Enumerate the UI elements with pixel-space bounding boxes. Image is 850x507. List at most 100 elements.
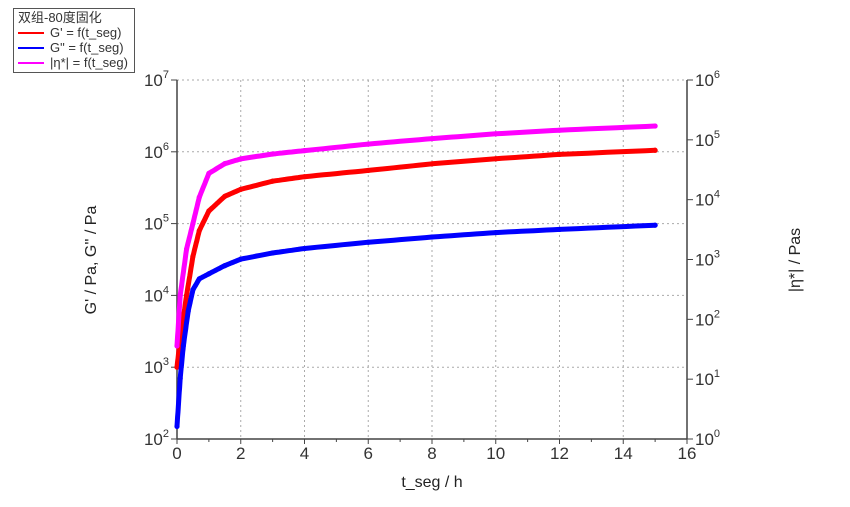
data-point <box>652 147 658 153</box>
data-point <box>222 161 228 167</box>
y-tick-label: 106 <box>144 141 169 162</box>
x-tick-label: 8 <box>427 444 436 463</box>
data-point <box>196 194 202 200</box>
data-point <box>556 226 563 233</box>
legend-item-g-double-prime: G" = f(t_seg) <box>18 40 128 55</box>
tick-exponent: 5 <box>163 213 169 225</box>
tick-base: 10 <box>695 430 714 449</box>
tick-exponent: 2 <box>714 308 720 320</box>
series-line-1 <box>174 222 658 429</box>
x-tick-label: 14 <box>614 444 633 463</box>
data-point <box>238 186 244 192</box>
data-point <box>180 342 186 349</box>
data-point <box>222 193 228 199</box>
tick-exponent: 6 <box>714 69 720 81</box>
x-axis-label: t_seg / h <box>401 474 462 491</box>
tick-base: 10 <box>144 430 163 449</box>
data-point <box>301 245 308 252</box>
data-point <box>183 292 190 298</box>
tick-base: 10 <box>144 358 163 377</box>
data-point <box>177 375 183 381</box>
y2-axis-label: |η*| / Pas <box>787 228 804 292</box>
y-tick-label: 102 <box>144 428 169 449</box>
data-point <box>196 227 202 234</box>
tick-base: 10 <box>695 370 714 389</box>
data-point <box>206 271 212 277</box>
y-tick-label: 107 <box>144 69 169 90</box>
data-point <box>556 127 563 133</box>
x-tick-label: 6 <box>364 444 373 463</box>
y2-tick-label: 105 <box>695 129 720 150</box>
tick-base: 10 <box>144 143 163 162</box>
y-axis-label: G' / Pa, G'' / Pa <box>83 206 100 315</box>
x-tick-label: 12 <box>550 444 569 463</box>
legend-label: G' = f(t_seg) <box>50 25 122 40</box>
data-point <box>270 151 276 157</box>
tick-base: 10 <box>144 71 163 90</box>
legend-item-g-prime: G' = f(t_seg) <box>18 25 128 40</box>
grid <box>177 79 687 439</box>
data-point <box>652 222 658 228</box>
data-point <box>174 423 180 429</box>
tick-exponent: 1 <box>714 368 720 380</box>
data-point <box>652 123 658 129</box>
x-tick-label: 16 <box>678 444 697 463</box>
y2-tick-label: 102 <box>695 308 720 329</box>
axes: 0 2 4 6 8 10 12 14 16102103104105106107100101102… <box>144 69 720 463</box>
data-point <box>429 135 435 142</box>
tick-base: 10 <box>695 251 714 270</box>
data-point <box>190 253 196 259</box>
data-point <box>222 263 228 269</box>
data-point <box>429 234 435 240</box>
y2-tick-label: 100 <box>695 428 720 449</box>
data-point <box>190 220 196 227</box>
tick-base: 10 <box>695 310 714 329</box>
tick-exponent: 6 <box>163 141 169 153</box>
data-point <box>429 161 435 167</box>
tick-base: 10 <box>144 286 163 305</box>
tick-base: 10 <box>695 71 714 90</box>
y2-tick-label: 104 <box>695 189 720 210</box>
x-tick-label: 2 <box>236 444 245 463</box>
data-point <box>238 156 244 162</box>
tick-exponent: 4 <box>714 189 720 201</box>
tick-exponent: 3 <box>714 249 720 261</box>
tick-exponent: 5 <box>714 129 720 141</box>
tick-exponent: 0 <box>714 428 720 440</box>
legend-title: 双组-80度固化 <box>18 10 102 25</box>
data-point <box>174 364 180 370</box>
data-point <box>183 246 190 252</box>
data-point <box>556 151 563 158</box>
tick-exponent: 3 <box>163 356 169 368</box>
data-point <box>301 148 308 154</box>
data-point <box>196 276 202 282</box>
series-layer <box>174 123 658 429</box>
legend-label: |η*| = f(t_seg) <box>50 55 128 70</box>
y-tick-label: 104 <box>144 284 169 305</box>
data-point <box>185 308 191 314</box>
x-tick-label: 0 <box>172 444 181 463</box>
data-point <box>493 229 499 236</box>
legend: 双组-80度固化 G' = f(t_seg) G" = f(t_seg) |η*… <box>13 8 135 73</box>
data-point <box>301 174 308 180</box>
tick-exponent: 4 <box>163 284 169 296</box>
data-point <box>177 292 183 299</box>
data-point <box>206 208 212 214</box>
legend-label: G" = f(t_seg) <box>50 40 124 55</box>
legend-swatch <box>18 31 44 34</box>
data-point <box>493 131 499 137</box>
data-point <box>206 170 212 176</box>
tick-base: 10 <box>695 191 714 210</box>
data-point <box>270 250 276 256</box>
data-point <box>270 178 276 184</box>
tick-exponent: 7 <box>163 69 169 81</box>
data-point <box>493 156 499 162</box>
tick-exponent: 2 <box>163 428 169 440</box>
data-point <box>238 256 244 262</box>
tick-base: 10 <box>695 131 714 150</box>
x-tick-label: 10 <box>486 444 505 463</box>
y2-tick-label: 106 <box>695 69 720 90</box>
y2-tick-label: 101 <box>695 368 720 389</box>
x-tick-label: 4 <box>300 444 309 463</box>
